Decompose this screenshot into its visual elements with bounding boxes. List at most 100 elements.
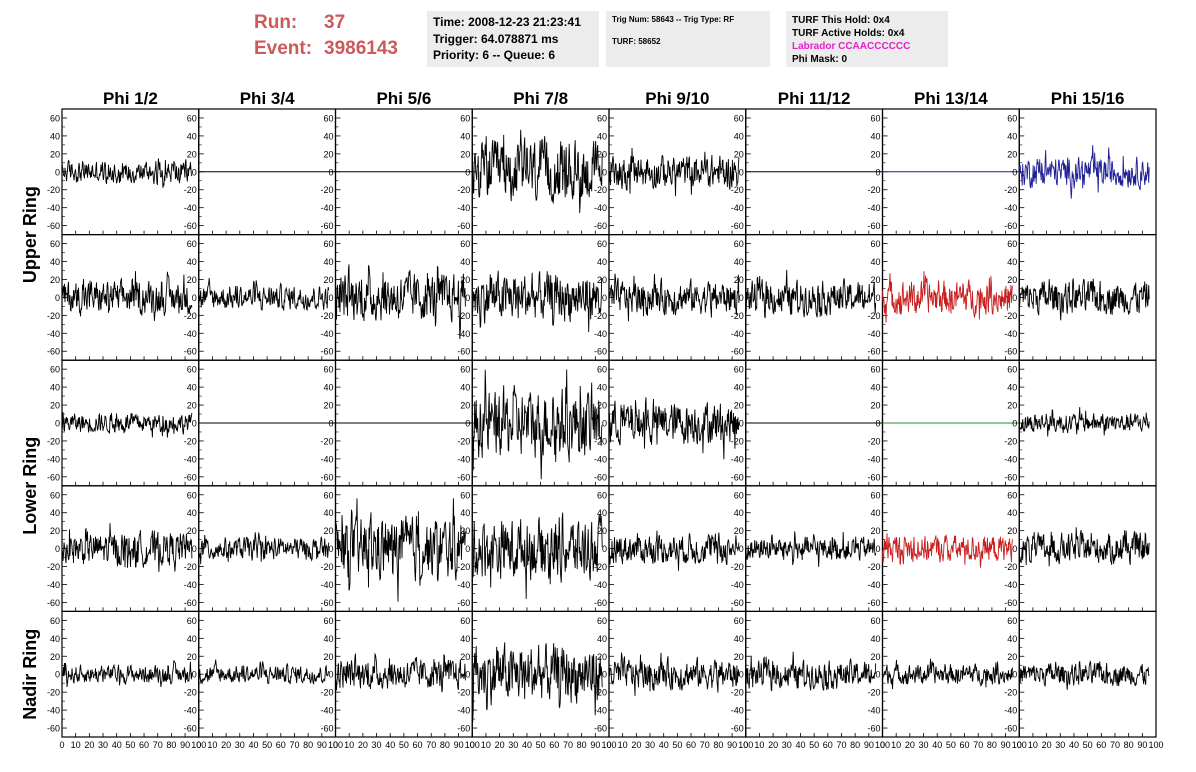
y-tick-label: 40: [460, 257, 470, 267]
x-tick-label: 20: [1042, 740, 1052, 750]
x-tick-label: 30: [508, 740, 518, 750]
y-tick-label: 0: [192, 544, 197, 554]
y-tick-label: 0: [465, 293, 470, 303]
y-tick-label: -60: [594, 724, 607, 734]
y-tick-label: -60: [457, 724, 470, 734]
y-tick-label: 40: [50, 131, 60, 141]
y-tick-label: -60: [320, 472, 333, 482]
waveform-trace: [61, 660, 193, 688]
y-tick-label: -20: [457, 562, 470, 572]
y-tick-label: -60: [320, 724, 333, 734]
y-tick-label: 40: [50, 383, 60, 393]
x-tick-label: 70: [563, 740, 573, 750]
y-tick-label: 0: [328, 670, 333, 680]
y-tick-label: -20: [1004, 436, 1017, 446]
y-tick-label: 20: [323, 526, 333, 536]
waveform-trace: [1018, 145, 1150, 199]
y-tick-label: -20: [731, 436, 744, 446]
y-tick-label: 20: [597, 401, 607, 411]
y-tick-label: 60: [323, 490, 333, 500]
y-tick-label: -60: [184, 221, 197, 231]
y-tick-label: -40: [47, 454, 60, 464]
y-tick-label: -40: [184, 329, 197, 339]
y-tick-label: 40: [1007, 508, 1017, 518]
y-tick-label: -20: [320, 562, 333, 572]
y-tick-label: 40: [323, 634, 333, 644]
y-tick-label: -60: [731, 347, 744, 357]
waveform-trace: [745, 531, 877, 567]
y-tick-label: -60: [184, 598, 197, 608]
y-tick-label: 40: [1007, 634, 1017, 644]
y-tick-label: 20: [50, 275, 60, 285]
waveform-trace: [198, 532, 330, 565]
y-tick-label: -60: [867, 347, 880, 357]
y-tick-label: 60: [50, 490, 60, 500]
x-tick-label: 0: [196, 740, 201, 750]
waveform-trace: [471, 512, 603, 599]
x-tick-label: 50: [1083, 740, 1093, 750]
y-tick-label: 0: [875, 544, 880, 554]
waveform-trace: [608, 652, 740, 696]
waveform-trace: [61, 523, 193, 572]
y-tick-label: -40: [594, 454, 607, 464]
y-tick-label: -40: [47, 706, 60, 716]
y-tick-label: 0: [465, 544, 470, 554]
y-tick-label: -60: [594, 347, 607, 357]
y-tick-label: 20: [1007, 401, 1017, 411]
y-tick-label: 0: [1012, 167, 1017, 177]
y-tick-label: 40: [734, 257, 744, 267]
waveform-trace: [608, 273, 740, 322]
y-tick-label: 20: [187, 652, 197, 662]
y-tick-label: 20: [597, 526, 607, 536]
x-tick-label: 80: [166, 740, 176, 750]
y-tick-label: -40: [731, 706, 744, 716]
x-tick-label: 30: [98, 740, 108, 750]
y-tick-label: 20: [187, 526, 197, 536]
column-header: Phi 5/6: [376, 89, 431, 108]
x-tick-label: 70: [700, 740, 710, 750]
y-tick-label: 40: [323, 131, 333, 141]
y-tick-label: 20: [187, 275, 197, 285]
y-tick-label: -20: [457, 185, 470, 195]
y-tick-label: 60: [50, 113, 60, 123]
column-header: Phi 15/16: [1051, 89, 1125, 108]
x-tick-label: 80: [987, 740, 997, 750]
panel-frame: [471, 108, 610, 236]
y-tick-label: 0: [1012, 419, 1017, 429]
waveform-trace: [471, 129, 603, 214]
y-tick-label: 40: [597, 257, 607, 267]
y-tick-label: 40: [870, 257, 880, 267]
y-tick-label: -40: [731, 329, 744, 339]
time-info-box: Time: 2008-12-23 21:23:41 Trigger: 64.07…: [427, 11, 599, 67]
y-tick-label: 20: [50, 526, 60, 536]
y-tick-label: 0: [875, 293, 880, 303]
y-tick-label: 20: [50, 652, 60, 662]
y-tick-label: 20: [323, 652, 333, 662]
y-tick-label: 40: [323, 257, 333, 267]
y-tick-label: -60: [867, 598, 880, 608]
y-tick-label: 40: [870, 508, 880, 518]
x-tick-label: 10: [71, 740, 81, 750]
y-tick-label: 60: [323, 239, 333, 249]
y-tick-label: 40: [50, 634, 60, 644]
y-tick-label: -60: [731, 724, 744, 734]
x-tick-label: 90: [180, 740, 190, 750]
x-tick-label: 20: [495, 740, 505, 750]
y-tick-label: -20: [1004, 688, 1017, 698]
y-tick-label: -40: [184, 580, 197, 590]
y-tick-label: 20: [734, 275, 744, 285]
y-tick-label: -20: [731, 688, 744, 698]
x-tick-label: 80: [713, 740, 723, 750]
x-tick-label: 0: [59, 740, 64, 750]
y-tick-label: 40: [734, 634, 744, 644]
y-tick-label: 40: [870, 383, 880, 393]
trig-num-type-text: Trig Num: 58643 -- Trig Type: RF: [612, 15, 735, 24]
x-tick-label: 60: [139, 740, 149, 750]
y-tick-label: -40: [867, 706, 880, 716]
y-tick-label: 0: [739, 544, 744, 554]
waveform-trace: [61, 271, 193, 321]
y-tick-label: 0: [328, 167, 333, 177]
y-tick-label: 40: [460, 508, 470, 518]
waveform-trace: [335, 264, 466, 340]
y-tick-label: 20: [870, 526, 880, 536]
